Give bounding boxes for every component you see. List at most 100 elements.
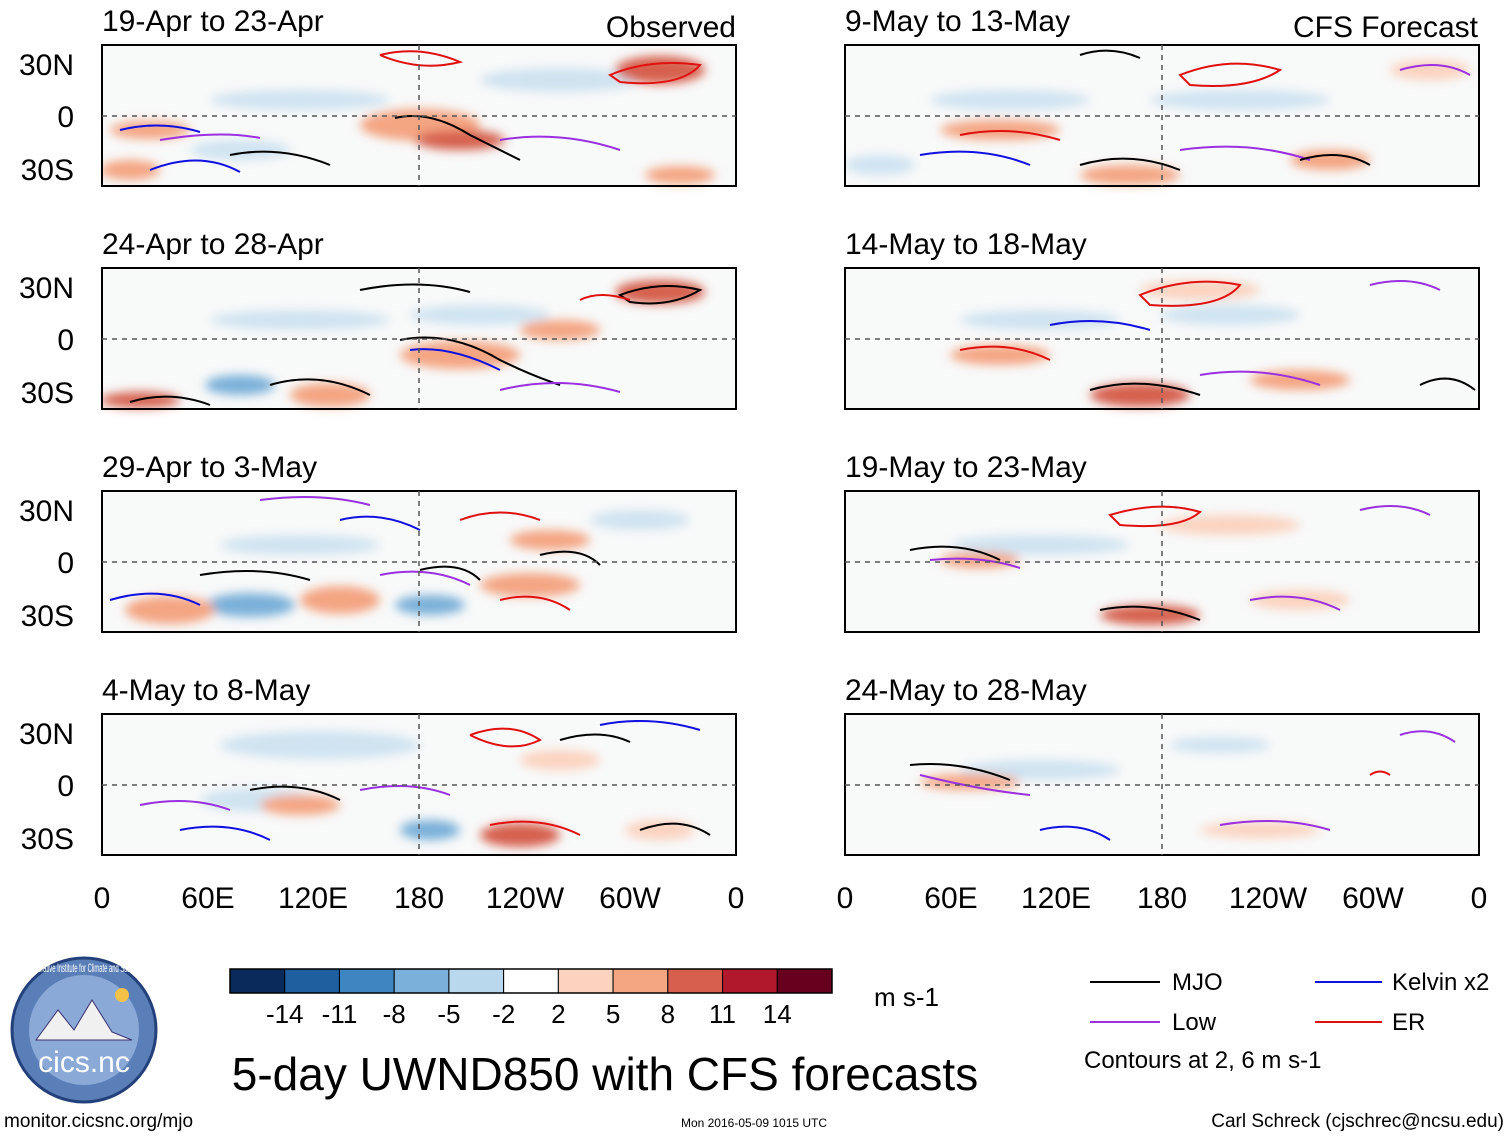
lon-label: 0: [837, 882, 854, 915]
lat-label: 30N: [19, 49, 74, 82]
wave-contours: [919, 49, 1471, 171]
lon-label: 60E: [924, 882, 977, 915]
footer-timestamp: Mon 2016-05-09 1015 UTC: [681, 1116, 827, 1130]
wind-anomaly-shading: [920, 737, 1320, 838]
longitude-axis-left: 0 60E 120E 180 120W 60W 0: [94, 882, 745, 915]
colorbar-swatch: [667, 968, 724, 994]
lon-label: 120W: [486, 882, 565, 915]
wave-contours: [909, 730, 1456, 841]
panel-period-title: 14-May to 18-May: [845, 228, 1087, 261]
legend-label-low: Low: [1172, 1009, 1217, 1036]
latitude-axis-left: 30N 0 30S 30N 0 30S 30N 0 30S 30N 0 30S: [19, 49, 74, 856]
lat-label: 30N: [19, 718, 74, 751]
colorbar-ticks: -14 -11 -8 -5 -2 2 5 8 11 14: [266, 999, 792, 1029]
footer-author: Carl Schreck (cjschrec@ncsu.edu): [1211, 1111, 1504, 1132]
panel-period-title: 29-Apr to 3-May: [102, 451, 317, 484]
lat-label: 0: [57, 547, 74, 580]
lon-label: 60W: [599, 882, 661, 915]
map-panel-forecast-3: 19-May to 23-May: [844, 451, 1480, 633]
lon-label: 0: [1471, 882, 1488, 915]
lon-label: 180: [1137, 882, 1187, 915]
cfs-forecast-label: CFS Forecast: [1293, 11, 1479, 44]
lon-label: 0: [94, 882, 111, 915]
panel-period-title: 19-May to 23-May: [845, 451, 1087, 484]
legend-label-mjo: MJO: [1172, 969, 1223, 996]
sun-icon: [115, 988, 129, 1002]
lat-label: 0: [57, 770, 74, 803]
colorbar-swatch: [503, 968, 559, 994]
map-panel-observed-4: 4-May to 8-May: [101, 674, 737, 856]
map-panel-observed-1: 19-Apr to 23-Apr: [101, 5, 737, 187]
colorbar-tick-label: 8: [661, 999, 675, 1029]
colorbar-tick-label: 11: [709, 999, 736, 1029]
colorbar-swatch: [776, 968, 833, 994]
observed-column: 19-Apr to 23-Apr: [19, 5, 744, 915]
colorbar-swatch: [393, 968, 450, 994]
lat-label: 0: [57, 324, 74, 357]
colorbar-swatch: [229, 968, 286, 994]
panel-period-title: 9-May to 13-May: [845, 5, 1070, 38]
colorbar-frame: [229, 968, 833, 994]
observed-label: Observed: [606, 11, 736, 44]
contours-note: Contours at 2, 6 m s-1: [1084, 1047, 1321, 1074]
footer-url: monitor.cicsnc.org/mjo: [4, 1111, 193, 1132]
longitude-axis-right: 0 60E 120E 180 120W 60W 0: [837, 882, 1488, 915]
wave-contours: [959, 280, 1476, 396]
legend: MJO Kelvin x2 Low ER Contours at 2, 6 m …: [1084, 969, 1489, 1074]
colorbar-tick-label: -5: [437, 999, 460, 1029]
map-panel-observed-3: 29-Apr to 3-May: [101, 451, 737, 633]
figure-title: 5-day UWND850 with CFS forecasts: [232, 1048, 978, 1100]
map-panel-observed-2: 24-Apr to 28-Apr: [101, 228, 737, 410]
wind-anomaly-shading: [200, 731, 695, 847]
lon-label: 60E: [181, 882, 234, 915]
logo-text: cics.nc: [38, 1046, 130, 1079]
lon-label: 120E: [1021, 882, 1091, 915]
colorbar-tick-label: -2: [492, 999, 515, 1029]
lat-label: 30N: [19, 272, 74, 305]
lat-label: 0: [57, 101, 74, 134]
panel-period-title: 24-Apr to 28-Apr: [102, 228, 324, 261]
lon-label: 180: [394, 882, 444, 915]
lat-label: 30S: [21, 823, 74, 856]
wave-contours: [129, 283, 703, 406]
panel-period-title: 4-May to 8-May: [102, 674, 310, 707]
colorbar-swatches: [229, 968, 833, 994]
colorbar-tick-label: 2: [551, 999, 565, 1029]
colorbar-swatch: [557, 968, 614, 994]
legend-label-kelvin: Kelvin x2: [1392, 969, 1489, 996]
wind-anomaly-shading: [125, 510, 690, 624]
legend-label-er: ER: [1392, 1009, 1425, 1036]
wave-contours: [139, 720, 711, 841]
colorbar-units: m s-1: [874, 982, 939, 1012]
logo-ring-text: Cooperative Institute for Climate and Sa…: [24, 961, 144, 975]
lat-label: 30S: [21, 377, 74, 410]
map-panel-forecast-1: 9-May to 13-May: [844, 5, 1480, 187]
colorbar-tick-label: 14: [763, 999, 792, 1029]
colorbar-swatch: [612, 968, 669, 994]
map-panel-forecast-2: 14-May to 18-May: [844, 228, 1480, 410]
lon-label: 120W: [1229, 882, 1308, 915]
forecast-column: 9-May to 13-May: [837, 5, 1488, 915]
wave-contours: [109, 495, 601, 611]
colorbar-swatch: [284, 968, 340, 994]
wind-anomaly-shading: [940, 515, 1350, 625]
mountain-icon: [35, 999, 133, 1041]
colorbar-tick-label: -8: [383, 999, 406, 1029]
panel-period-title: 19-Apr to 23-Apr: [102, 5, 324, 38]
panel-period-title: 24-May to 28-May: [845, 674, 1087, 707]
lat-label: 30S: [21, 154, 74, 187]
colorbar-swatch: [448, 968, 505, 994]
colorbar: -14 -11 -8 -5 -2 2 5 8 11 14 m s-1: [229, 968, 939, 1029]
lon-label: 120E: [278, 882, 348, 915]
lat-label: 30N: [19, 495, 74, 528]
colorbar-swatch: [722, 968, 778, 994]
lon-label: 0: [728, 882, 745, 915]
colorbar-tick-label: 5: [606, 999, 620, 1029]
wind-anomaly-shading: [845, 60, 1470, 185]
colorbar-swatch: [338, 968, 395, 994]
map-panel-forecast-4: 24-May to 28-May: [844, 674, 1480, 856]
colorbar-tick-label: -14: [266, 999, 304, 1029]
colorbar-tick-label: -11: [322, 999, 358, 1029]
lat-label: 30S: [21, 600, 74, 633]
